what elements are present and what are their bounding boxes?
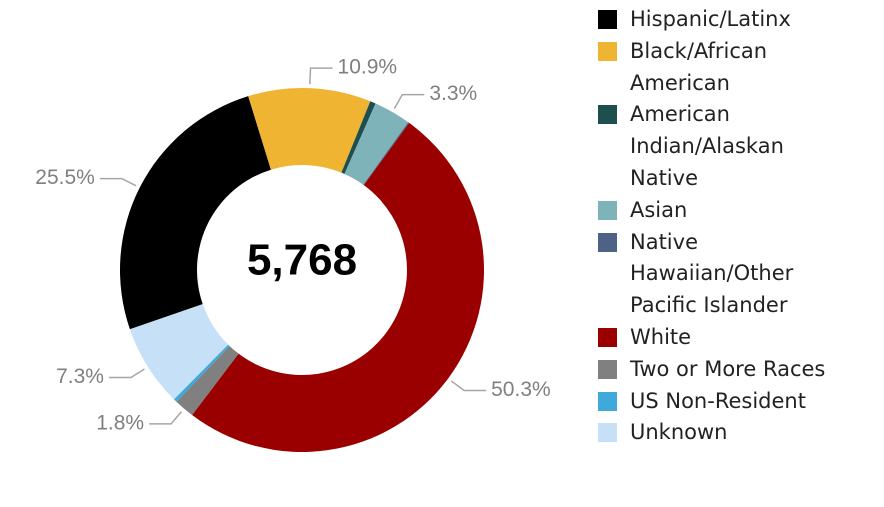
leader-line (99, 177, 137, 187)
slice (192, 122, 485, 453)
data-label: 25.5% (35, 166, 95, 189)
legend-label: White (630, 324, 692, 349)
legend-item: Asian (598, 195, 830, 227)
legend-item: White (598, 322, 830, 354)
legend-swatch (598, 41, 617, 61)
center-total: 5,768 (247, 236, 357, 285)
legend-label: Hispanic/Latinx (630, 7, 791, 31)
legend: Hispanic/Latinx Black/African American Ame… (598, 4, 830, 449)
data-label: 10.9% (338, 56, 398, 79)
leader-line (149, 411, 183, 425)
legend-item: Two or More Races (598, 354, 830, 386)
slice (129, 304, 229, 400)
legend-label: American Indian/Alaskan Native (630, 102, 784, 190)
legend-item: Hispanic/Latinx (598, 4, 830, 36)
legend-item: American Indian/Alaskan Native (598, 99, 830, 194)
legend-swatch (598, 327, 617, 347)
legend-item: Black/African American (598, 36, 830, 100)
legend-swatch (598, 200, 617, 220)
leader-line (108, 368, 145, 379)
legend-label: US Non-Resident (630, 388, 806, 413)
data-label: 50.3% (491, 378, 551, 401)
legend-item: Native Hawaiian/Other Pacific Islander (598, 227, 830, 322)
legend-label: Asian (630, 197, 688, 222)
slice (344, 103, 409, 185)
leader-line (309, 67, 333, 85)
legend-swatch (598, 423, 617, 443)
slice (363, 122, 410, 186)
leader-line (450, 380, 487, 392)
slice (119, 96, 271, 330)
legend-label: Black/African American (630, 38, 768, 95)
legend-label: Unknown (630, 420, 728, 445)
slice (176, 345, 239, 416)
slice (248, 88, 371, 173)
slice (173, 344, 230, 402)
legend-item: US Non-Resident (598, 386, 830, 418)
legend-label: Two or More Races (630, 356, 826, 381)
slice (341, 101, 376, 174)
legend-swatch (598, 359, 617, 379)
legend-swatch (598, 10, 617, 29)
data-label: 1.8% (96, 411, 144, 434)
legend-item: Unknown (598, 417, 830, 449)
data-label: 3.3% (429, 82, 477, 105)
data-label: 7.3% (56, 365, 104, 388)
leader-line (393, 93, 425, 109)
legend-swatch (598, 232, 617, 252)
legend-swatch (598, 105, 617, 125)
legend-swatch (598, 391, 617, 411)
donut-chart: 5,768 25.5% 10.9% 3.3% 50.3% 1.8% 7.3% (35, 56, 551, 453)
legend-label: Native Hawaiian/Other Pacific Islander (630, 229, 794, 318)
